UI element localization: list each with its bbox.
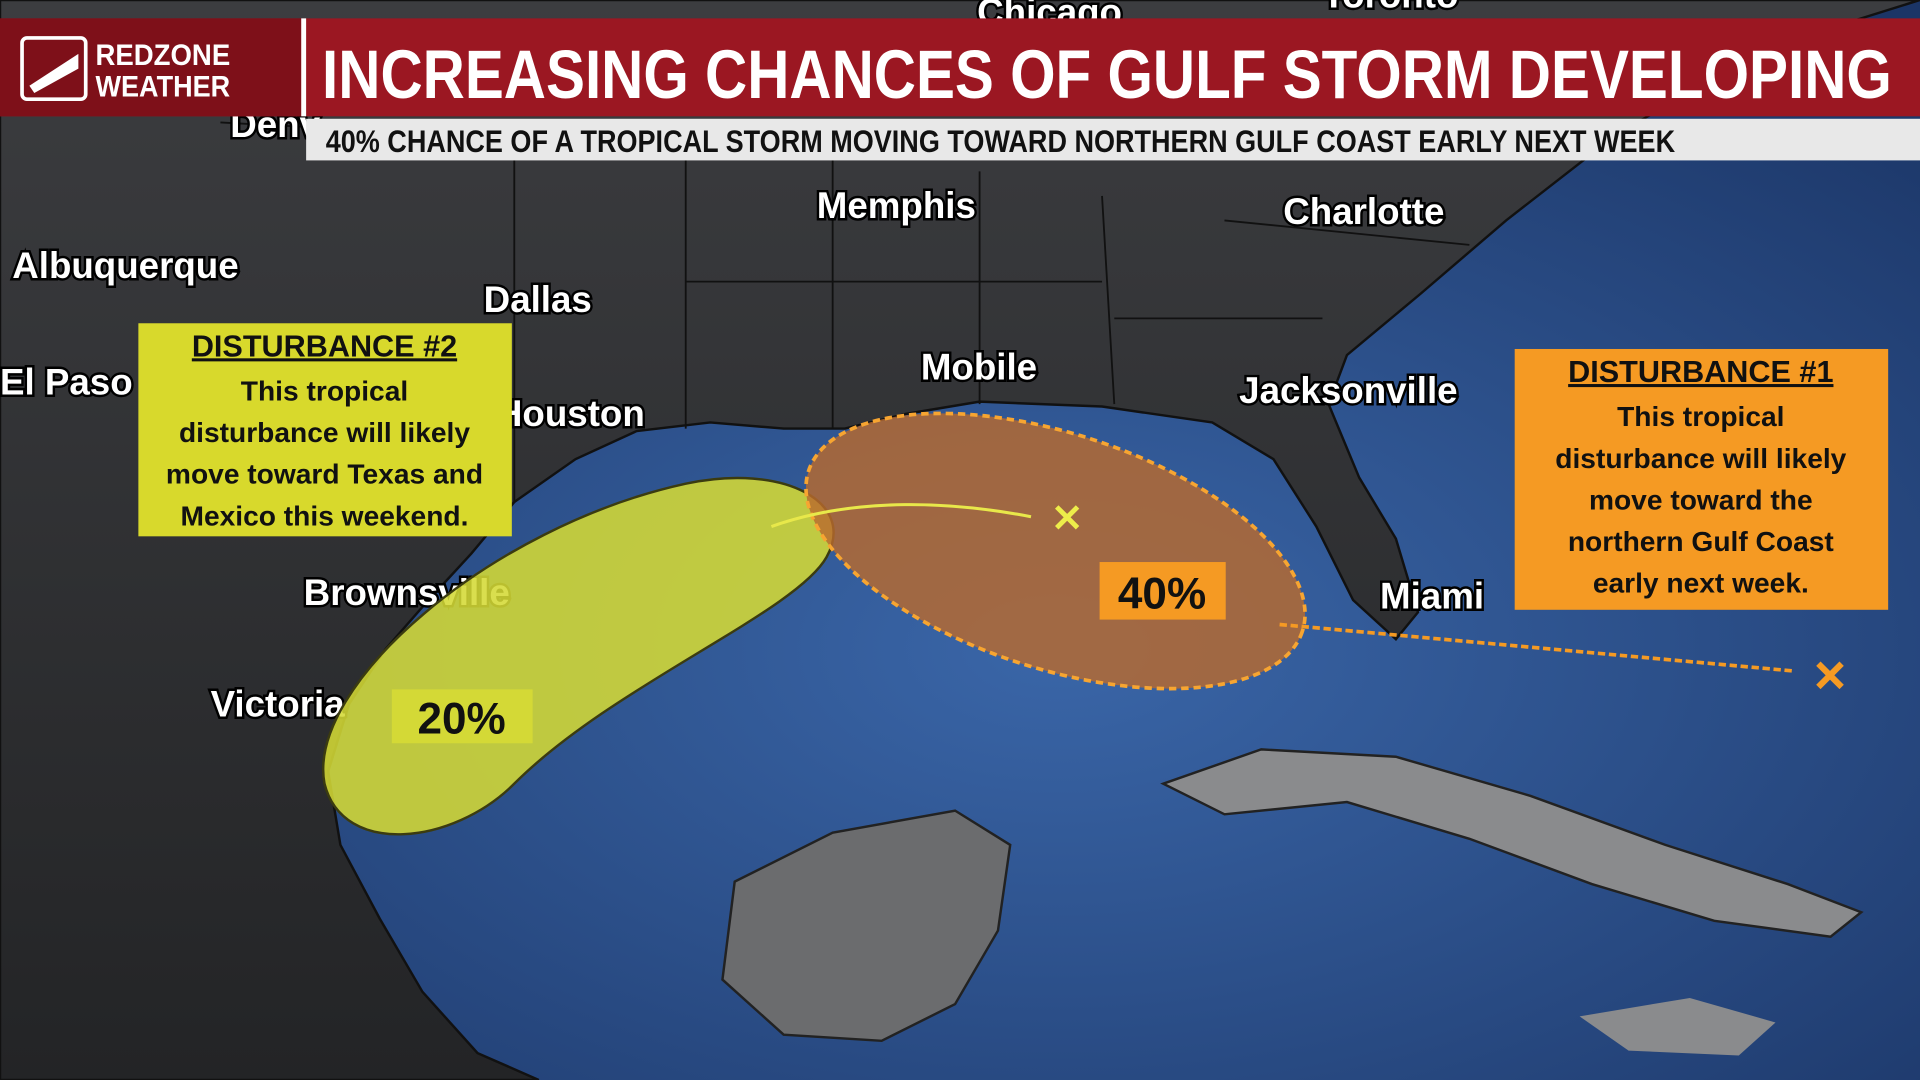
chance-badge (391, 689, 533, 744)
logo-icon (29, 53, 79, 94)
cuba-land (1160, 748, 1864, 939)
yucatan-land (721, 809, 1012, 1043)
outlook-area-40 (804, 411, 1307, 691)
logo-icon (20, 36, 88, 102)
box-title: DISTURBANCE #1 (1568, 355, 1833, 389)
city-label: Dallas (484, 279, 592, 320)
city-label: Houston (496, 393, 645, 434)
header-divider (301, 18, 307, 117)
city-label: Jacksonville (1239, 370, 1457, 411)
headline: INCREASING CHANCES OF GULF STORM DEVELOP… (322, 36, 1892, 113)
box-text: disturbance will likely (179, 417, 470, 448)
subtitle-bar (306, 118, 1920, 161)
box-text: Mexico this weekend. (181, 500, 469, 531)
subheadline: 40% CHANCE OF A TROPICAL STORM MOVING TO… (326, 123, 1675, 159)
box-text: This tropical (1617, 401, 1784, 432)
city-label: Toronto (1322, 0, 1458, 15)
outlook-area-20 (322, 476, 835, 836)
box-title: DISTURBANCE #2 (192, 329, 457, 363)
disturbance-marker (1816, 661, 1844, 690)
city-label: Memphis (817, 185, 976, 226)
box-text: This tropical (241, 375, 408, 406)
track-line (770, 503, 1032, 528)
brand-text: REDZONE (96, 39, 231, 72)
info-box (1514, 348, 1889, 610)
chance-badge (1099, 562, 1226, 620)
box-text: northern Gulf Coast (1568, 526, 1835, 557)
box-text: move toward Texas and (166, 459, 483, 490)
info-box (138, 323, 512, 537)
track-line (1279, 622, 1795, 673)
box-text: disturbance will likely (1555, 443, 1846, 474)
box-text: move toward the (1589, 484, 1813, 515)
city-label: Miami (1380, 576, 1484, 617)
city-label: Mobile (921, 347, 1037, 388)
chance-label: 20% (418, 694, 506, 743)
disturbance-marker (1055, 505, 1080, 530)
hispaniola-land (1579, 997, 1776, 1056)
city-label: Charlotte (1283, 191, 1444, 232)
city-label: Albuquerque (12, 245, 238, 286)
box-text: early next week. (1593, 568, 1809, 599)
header-bar (0, 18, 1920, 117)
city-label: Victoria (211, 683, 346, 724)
brand-text: WEATHER (96, 71, 231, 104)
city-label: El Paso (0, 361, 133, 402)
chance-label: 40% (1118, 570, 1206, 619)
